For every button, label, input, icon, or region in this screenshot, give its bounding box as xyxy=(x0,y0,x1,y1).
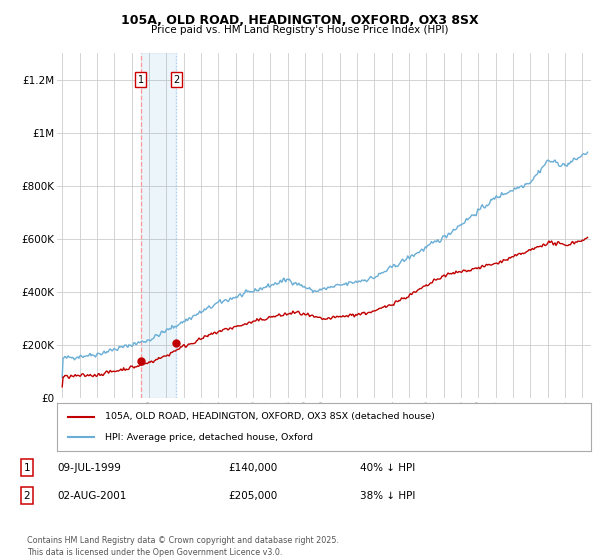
Text: £205,000: £205,000 xyxy=(228,491,277,501)
Text: Price paid vs. HM Land Registry's House Price Index (HPI): Price paid vs. HM Land Registry's House … xyxy=(151,25,449,35)
Text: 09-JUL-1999: 09-JUL-1999 xyxy=(57,463,121,473)
Bar xyxy=(140,53,176,398)
Text: 02-AUG-2001: 02-AUG-2001 xyxy=(57,491,127,501)
Text: 105A, OLD ROAD, HEADINGTON, OXFORD, OX3 8SX: 105A, OLD ROAD, HEADINGTON, OXFORD, OX3 … xyxy=(121,14,479,27)
Text: Contains HM Land Registry data © Crown copyright and database right 2025.
This d: Contains HM Land Registry data © Crown c… xyxy=(27,536,339,557)
Text: 1: 1 xyxy=(23,463,31,473)
Text: 2: 2 xyxy=(23,491,31,501)
Text: 1: 1 xyxy=(137,74,143,85)
Text: HPI: Average price, detached house, Oxford: HPI: Average price, detached house, Oxfo… xyxy=(105,433,313,442)
Text: 2: 2 xyxy=(173,74,179,85)
Text: £140,000: £140,000 xyxy=(228,463,277,473)
Text: 38% ↓ HPI: 38% ↓ HPI xyxy=(360,491,415,501)
Text: 40% ↓ HPI: 40% ↓ HPI xyxy=(360,463,415,473)
Text: 105A, OLD ROAD, HEADINGTON, OXFORD, OX3 8SX (detached house): 105A, OLD ROAD, HEADINGTON, OXFORD, OX3 … xyxy=(105,412,435,421)
